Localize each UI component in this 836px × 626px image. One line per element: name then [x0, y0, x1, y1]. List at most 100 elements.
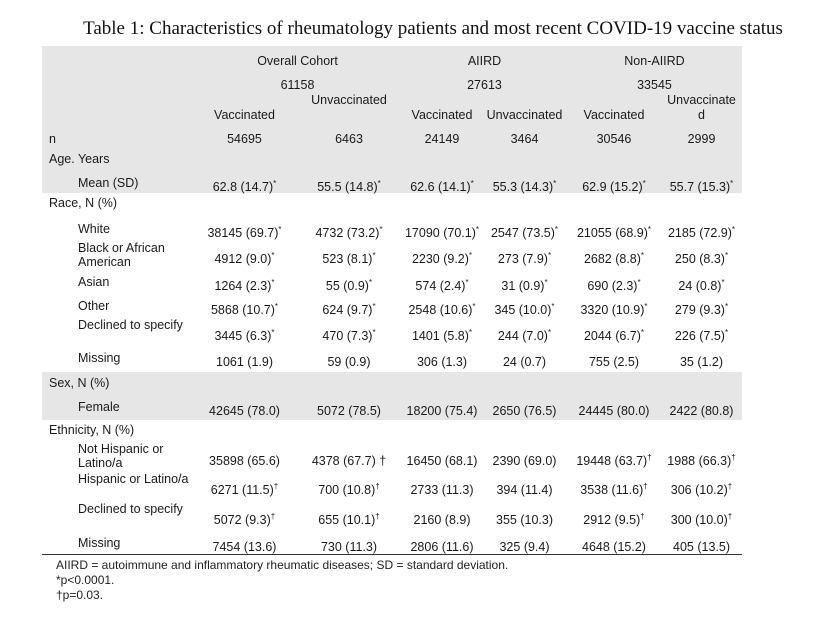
table-cell: 2160 (8.9): [413, 513, 471, 527]
table-cell: 4912 (9.0)*: [214, 251, 275, 266]
footnote-p-star: *p<0.0001.: [56, 573, 115, 587]
table-cell: 1061 (1.9): [216, 355, 273, 369]
table-cell: 2912 (9.5)†: [583, 512, 645, 527]
table-cell: 325 (9.4): [499, 540, 550, 554]
table-cell: 394 (11.4): [496, 483, 553, 497]
table-cell: 38145 (69.7)*: [207, 225, 282, 240]
table-cell: 279 (9.3)*: [674, 302, 729, 317]
table-cell: 690 (2.3)*: [587, 278, 641, 293]
subhead-vaccinated: Vaccinated: [214, 108, 275, 122]
table-cell: 1988 (66.3)†: [667, 453, 736, 468]
table-cell: 35898 (65.6): [209, 454, 280, 468]
table-cell: 306 (1.3): [416, 355, 468, 369]
section-label: Ethnicity, N (%): [49, 423, 135, 437]
table-cell: 523 (8.1)*: [322, 251, 376, 266]
table-cell: 250 (8.3)*: [674, 251, 729, 266]
table-cell: 306 (10.2)†: [670, 482, 733, 497]
table-cell: 35 (1.2): [679, 355, 724, 369]
table-cell: 2682 (8.8)*: [583, 251, 645, 266]
table-cell: 730 (11.3): [320, 540, 378, 554]
table-cell: 2230 (9.2)*: [411, 251, 473, 266]
table-cell: 7454 (13.6): [212, 540, 277, 554]
section-label: Age. Years: [49, 152, 110, 166]
row-label: Missing: [78, 351, 121, 365]
row-label: Female: [78, 400, 120, 414]
row-label: Missing: [78, 536, 121, 550]
row-label: Not Hispanic or Latino/a: [78, 442, 164, 470]
n-row-label: n: [49, 132, 56, 146]
table-cell: 55.7 (15.3)*: [669, 179, 734, 194]
table-cell: 3320 (10.9)*: [580, 302, 648, 317]
table-cell: 59 (0.9): [327, 355, 371, 369]
table-cell: 16450 (68.1): [406, 454, 478, 468]
footnote-p-dagger: †p=0.03.: [56, 588, 104, 602]
subhead-unvaccinated: Unvaccinated: [311, 93, 387, 107]
table-cell: 5072 (78.5): [317, 404, 381, 418]
row-label: Declined to specify: [78, 502, 183, 516]
row-label: Declined to specify: [78, 318, 183, 332]
table-cell: 21055 (68.9)*: [576, 225, 651, 240]
table-cell: 62.6 (14.1)*: [410, 179, 474, 194]
n-value: 54695: [227, 132, 262, 146]
table-cell: 42645 (78.0): [209, 404, 280, 418]
row-label: Hispanic or Latino/a: [78, 472, 189, 486]
table-cell: 24 (0.8)*: [678, 278, 725, 293]
table-cell: 62.8 (14.7)*: [212, 179, 277, 194]
table-cell: 3538 (11.6)†: [580, 482, 648, 497]
table-cell: 2650 (76.5): [492, 404, 557, 418]
n-value: 24149: [424, 132, 460, 146]
table-cell: 18200 (75.4): [406, 404, 478, 418]
row-label: Asian: [78, 275, 110, 289]
table-cell: 2733 (11.3): [410, 483, 474, 497]
table-cell: 755 (2.5): [588, 355, 640, 369]
table-cell: 24 (0.7): [502, 355, 547, 369]
subhead-unvaccinated-wrap-1: Unvaccinate: [667, 93, 736, 107]
section-age: Age. Years Mean (SD) 62.8 (14.7)* 55.5 (…: [42, 147, 742, 194]
row-label: Black or African American: [78, 241, 165, 269]
group-aiird-n: 27613: [467, 78, 502, 92]
table-cell: 2390 (69.0): [492, 454, 557, 468]
subhead-unvaccinated: Unvaccinated: [486, 108, 563, 122]
footnote-abbreviations: AIIRD = autoimmune and inflammatory rheu…: [56, 558, 509, 572]
subhead-unvaccinated-wrap-2: d: [698, 108, 705, 122]
section-sex: Sex, N (%) Female 42645 (78.0) 5072 (78.…: [42, 372, 742, 420]
table-cell: 2548 (10.6)*: [408, 302, 476, 317]
n-value: 30546: [596, 132, 632, 146]
table-cell: 470 (7.3)*: [322, 328, 376, 343]
section-ethnicity: Ethnicity, N (%) Not Hispanic or Latino/…: [42, 420, 742, 554]
table-cell: 5868 (10.7)*: [210, 302, 279, 317]
table-cell: 4732 (73.2)*: [315, 225, 383, 240]
table-cell: 5072 (9.3)†: [213, 512, 276, 527]
table-cell: 19448 (63.7)†: [576, 453, 652, 468]
group-aiird: AIIRD: [467, 54, 502, 68]
group-non-aiird-n: 33545: [637, 78, 672, 92]
subhead-vaccinated: Vaccinated: [583, 108, 645, 122]
section-label: Race, N (%): [49, 196, 118, 210]
table-cell: 405 (13.5): [673, 540, 730, 554]
table-cell: 300 (10.0)†: [670, 512, 733, 527]
group-non-aiird: Non-AIIRD: [624, 54, 685, 68]
table-cell: 3445 (6.3)*: [214, 328, 275, 343]
table-cell: 2422 (80.8): [669, 404, 734, 418]
table-cell: 273 (7.9)*: [497, 251, 552, 266]
table-cell: 62.9 (15.2)*: [582, 179, 646, 194]
table-cell: 624 (9.7)*: [322, 302, 376, 317]
table-cell: 55.5 (14.8)*: [317, 179, 381, 194]
n-value: 2999: [687, 132, 716, 146]
table-cell: 355 (10.3): [496, 513, 553, 527]
row-label: White: [78, 222, 110, 236]
table-cell: 1401 (5.8)*: [411, 328, 473, 343]
table-cell: 226 (7.5)*: [674, 328, 729, 343]
table-cell: 2044 (6.7)*: [583, 328, 645, 343]
table-cell: 700 (10.8)†: [318, 482, 380, 497]
table-title: Table 1: Characteristics of rheumatology…: [83, 18, 783, 39]
table-cell: 244 (7.0)*: [497, 328, 552, 343]
table-cell: 345 (10.0)*: [494, 302, 555, 317]
table-cell: 574 (2.4)*: [415, 278, 469, 293]
table-cell: 1264 (2.3)*: [214, 278, 275, 293]
table-cell: 4648 (15.2): [582, 540, 646, 554]
table-header: Overall Cohort AIIRD Non-AIIRD 61158 276…: [42, 46, 742, 147]
table-cell: 4378 (67.7) †: [311, 454, 387, 468]
table-cell: 31 (0.9)*: [501, 278, 548, 293]
table-cell: 55 (0.9)*: [325, 278, 373, 293]
